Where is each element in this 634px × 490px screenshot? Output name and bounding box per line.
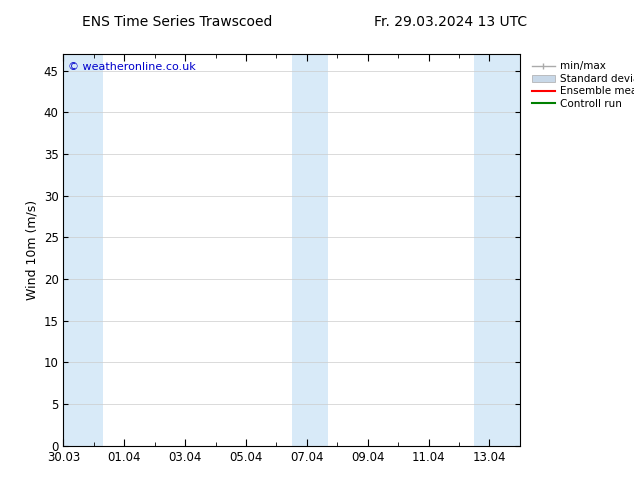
Y-axis label: Wind 10m (m/s): Wind 10m (m/s) — [25, 200, 38, 300]
Text: Fr. 29.03.2024 13 UTC: Fr. 29.03.2024 13 UTC — [373, 15, 527, 29]
Text: © weatheronline.co.uk: © weatheronline.co.uk — [68, 62, 196, 72]
Legend: min/max, Standard deviation, Ensemble mean run, Controll run: min/max, Standard deviation, Ensemble me… — [529, 59, 634, 111]
Bar — [292, 54, 328, 446]
Bar — [63, 54, 103, 446]
Text: ENS Time Series Trawscoed: ENS Time Series Trawscoed — [82, 15, 273, 29]
Bar — [474, 54, 520, 446]
